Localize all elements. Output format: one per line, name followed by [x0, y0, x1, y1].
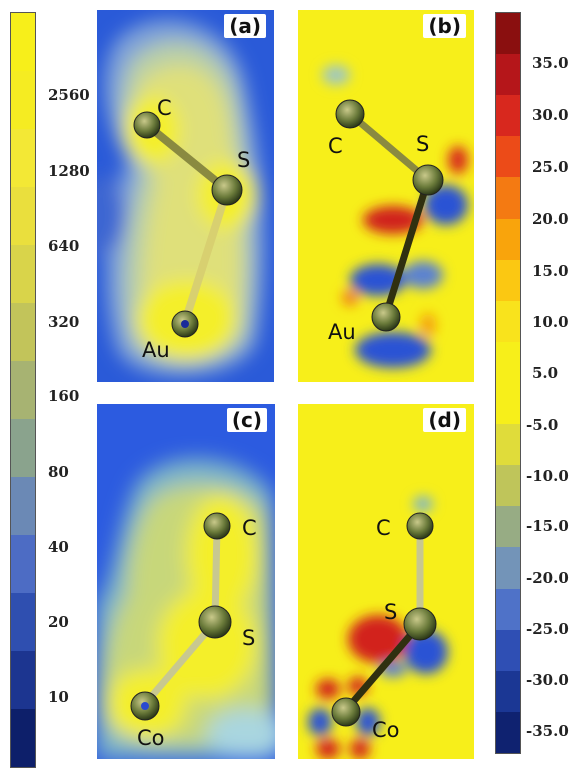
- atom-label-c: C: [376, 516, 391, 540]
- panel-a: (a) C S Au: [97, 10, 274, 382]
- left-colorbar-tick: 2560: [48, 86, 90, 104]
- colorbar-segment: [496, 259, 520, 301]
- colorbar-segment: [496, 588, 520, 630]
- atom-label-s: S: [237, 148, 251, 172]
- colorbar-segment: [11, 71, 35, 129]
- atom-label-c: C: [328, 134, 343, 158]
- colorbar-segment: [496, 547, 520, 589]
- left-colorbar: [10, 12, 36, 768]
- colorbar-segment: [11, 361, 35, 419]
- colorbar-segment: [11, 593, 35, 651]
- left-colorbar-tick: 20: [48, 613, 69, 631]
- colorbar-segment: [496, 424, 520, 466]
- left-colorbar-tick: 40: [48, 538, 69, 556]
- colorbar-segment: [496, 711, 520, 753]
- right-colorbar-tick: -10.0: [526, 467, 569, 485]
- colorbar-segment: [496, 670, 520, 712]
- colorbar-segment: [11, 419, 35, 477]
- atom-label-au: Au: [328, 320, 356, 344]
- colorbar-segment: [496, 465, 520, 507]
- panel-a-label: (a): [224, 14, 266, 38]
- atom-label-au: Au: [142, 338, 170, 362]
- right-colorbar-tick: 20.0: [532, 210, 569, 228]
- colorbar-segment: [11, 651, 35, 709]
- colorbar-segment: [11, 477, 35, 535]
- colorbar-segment: [11, 303, 35, 361]
- left-colorbar-tick: 320: [48, 313, 80, 331]
- right-colorbar-tick: 30.0: [532, 106, 569, 124]
- panel-b-label: (b): [423, 14, 466, 38]
- colorbar-segment: [496, 629, 520, 671]
- right-colorbar-tick: 25.0: [532, 158, 569, 176]
- atom-label-c: C: [242, 516, 257, 540]
- colorbar-segment: [496, 218, 520, 260]
- atom-label-co: Co: [372, 718, 400, 742]
- atom-label-co: Co: [137, 726, 165, 750]
- atom-label-c: C: [157, 96, 172, 120]
- left-colorbar-tick: 160: [48, 387, 80, 405]
- colorbar-segment: [11, 129, 35, 187]
- left-colorbar-tick: 80: [48, 463, 69, 481]
- right-colorbar-tick: 10.0: [532, 313, 569, 331]
- colorbar-segment: [496, 13, 520, 55]
- right-colorbar-tick: 15.0: [532, 262, 569, 280]
- panel-d: (d) C S Co: [298, 404, 474, 759]
- colorbar-segment: [496, 341, 520, 383]
- right-colorbar-tick: -5.0: [526, 416, 559, 434]
- colorbar-segment: [496, 177, 520, 219]
- colorbar-segment: [496, 136, 520, 178]
- right-colorbar-tick: -35.0: [526, 722, 569, 740]
- right-colorbar-tick: -25.0: [526, 620, 569, 638]
- right-colorbar-tick: 5.0: [532, 364, 559, 382]
- left-colorbar-tick: 10: [48, 688, 69, 706]
- atom-label-s: S: [242, 626, 256, 650]
- colorbar-segment: [11, 245, 35, 303]
- colorbar-segment: [11, 709, 35, 767]
- right-colorbar: [495, 12, 521, 754]
- colorbar-segment: [11, 13, 35, 71]
- atom-label-s: S: [384, 600, 398, 624]
- left-colorbar-tick: 1280: [48, 162, 90, 180]
- panel-b: (b) C S Au: [298, 10, 474, 382]
- right-colorbar-tick: -20.0: [526, 569, 569, 587]
- colorbar-segment: [496, 300, 520, 342]
- right-colorbar-tick: -15.0: [526, 517, 569, 535]
- atom-label-s: S: [416, 132, 430, 156]
- colorbar-segment: [496, 95, 520, 137]
- colorbar-segment: [496, 506, 520, 548]
- left-colorbar-tick: 640: [48, 237, 80, 255]
- colorbar-segment: [11, 535, 35, 593]
- panel-c: (c) C S Co: [97, 404, 275, 759]
- colorbar-segment: [11, 187, 35, 245]
- colorbar-segment: [496, 54, 520, 96]
- right-colorbar-tick: 35.0: [532, 54, 569, 72]
- panel-d-label: (d): [423, 408, 466, 432]
- panel-c-label: (c): [226, 408, 267, 432]
- right-colorbar-tick: -30.0: [526, 671, 569, 689]
- colorbar-segment: [496, 382, 520, 425]
